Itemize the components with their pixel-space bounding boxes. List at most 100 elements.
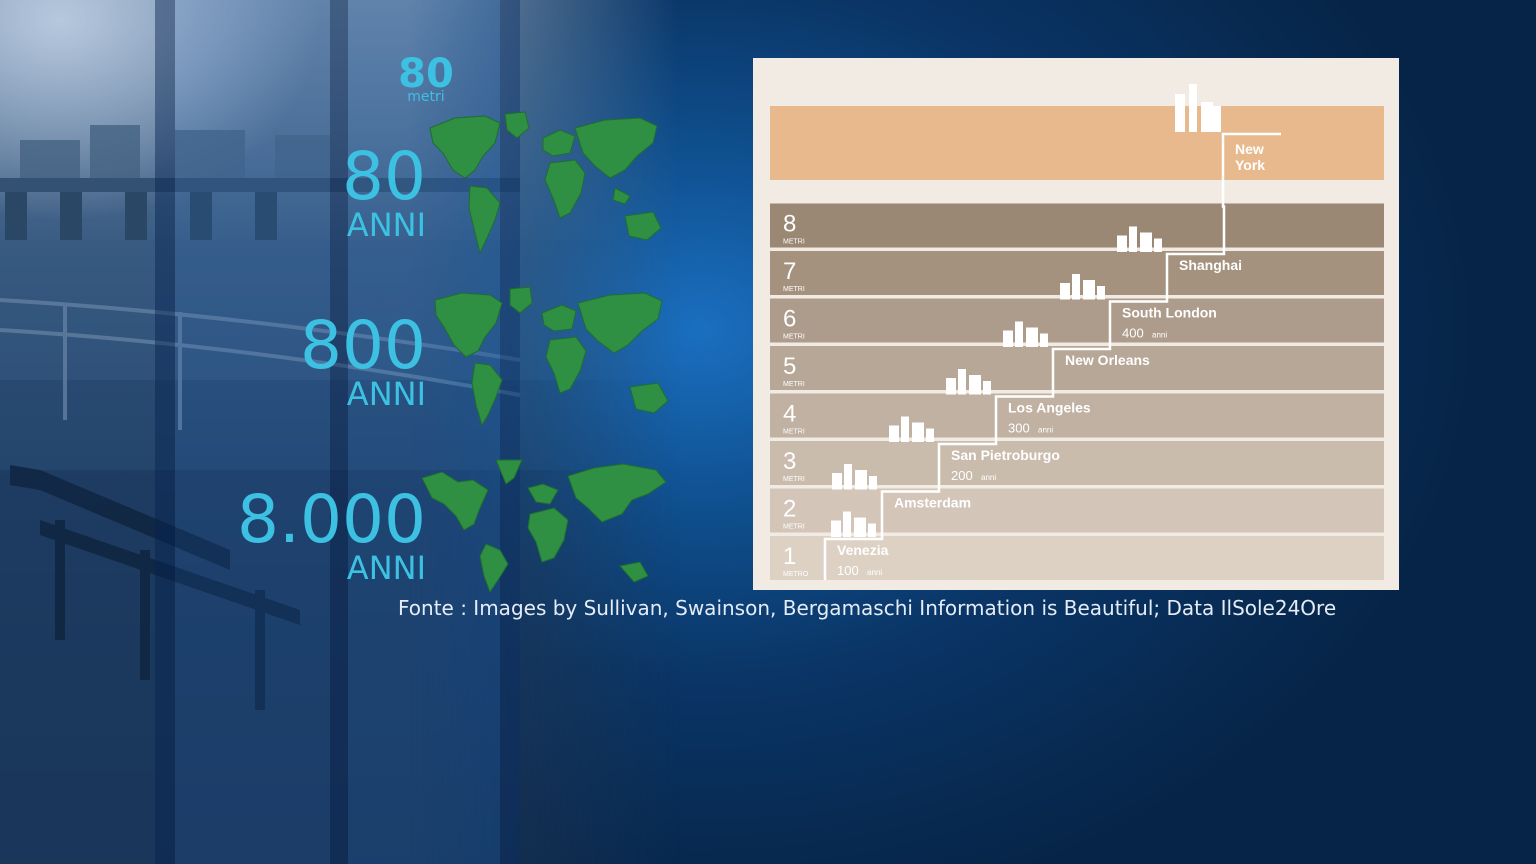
skyline-building [832,473,842,490]
skyline-building [1097,286,1105,300]
level-number-3: 3 [783,448,796,475]
skyline-building [869,476,877,490]
world-map-icon-2 [434,286,669,427]
level-unit-8: METRI [783,239,805,246]
skyline-icon-7 [1117,226,1162,252]
skyline-building [1129,226,1137,252]
skyline-building [958,369,966,395]
overlay-panel-3 [175,0,330,864]
skyline-building [983,381,991,395]
city-years-unit-4: anni [1038,426,1053,435]
skyline-building [1003,330,1013,347]
skyline-building [1117,235,1127,252]
skyline-building [1083,280,1095,300]
skyline-icon-3 [889,416,934,442]
overlay-panel-6 [500,0,520,864]
city-name-8-1: New [1235,141,1264,157]
level-number-5: 5 [783,353,796,380]
step-line [823,132,1281,580]
skyline-building [1201,102,1213,132]
overlay-panel-2 [155,0,175,864]
level-number-2: 2 [783,496,796,523]
scale-value: 80 [398,51,454,97]
city-name-3: San Pietroburgo [951,447,1060,463]
level-unit-4: METRI [783,429,805,436]
city-name-1: Venezia [837,542,889,558]
skyline-building [868,523,876,537]
level-band-5 [770,346,1384,390]
city-years-unit-6: anni [1152,331,1167,340]
skyline-building [1154,238,1162,252]
skyline-icon-1 [831,511,876,537]
source-credit: Fonte : Images by Sullivan, Swainson, Be… [398,596,1337,620]
overlay-panel-4 [330,0,348,864]
level-unit-5: METRI [783,381,805,388]
overlay-panel-1 [0,0,155,864]
city-name-6: South London [1122,305,1217,321]
skyline-icon-2 [832,464,877,490]
city-name-7: Shanghai [1179,257,1242,273]
era-1-value: 80 [342,138,426,215]
skyline-icon-4 [946,369,991,395]
sea-level-chart: 1 METRO 2 METRI 3 METRI 4 METRI 5 METRI 6 METRI 7 MET… [753,58,1399,590]
level-band-1 [770,536,1384,580]
city-name-4: Los Angeles [1008,400,1091,416]
level-band-8 [770,203,1384,248]
era-2: 800 ANNI [300,307,426,413]
level-unit-3: METRI [783,476,805,483]
level-band-top [770,106,1384,180]
skyline-building [1026,327,1038,347]
skyline-building [1213,106,1221,132]
skyline-building [912,422,924,442]
city-name-5: New Orleans [1065,352,1150,368]
level-band-6 [770,298,1384,343]
city-years-4: 300 [1008,421,1030,436]
level-band-4 [770,393,1384,438]
level-unit-2: METRI [783,524,805,531]
city-years-unit-1: anni [867,568,882,577]
skyline-building [831,520,841,537]
level-number-4: 4 [783,401,796,428]
era-1-unit: ANNI [346,206,426,244]
skyline-building [1072,274,1080,300]
level-number-7: 7 [783,258,796,285]
city-name-8-2: York [1235,157,1265,173]
level-unit-1: METRO [783,571,809,578]
skyline-icon-8 [1175,84,1221,132]
skyline-building [969,375,981,395]
skyline-building [1015,321,1023,347]
skyline-building [1189,84,1197,132]
skyline-icon-5 [1003,321,1048,347]
city-years-1: 100 [837,563,859,578]
skyline-building [855,470,867,490]
world-map-icon-3 [421,459,667,594]
skyline-building [844,464,852,490]
city-years-3: 200 [951,468,973,483]
skyline-icon-6 [1060,274,1105,300]
skyline-building [1140,232,1152,252]
skyline-building [843,511,851,537]
level-unit-6: METRI [783,334,805,341]
era-2-unit: ANNI [346,375,426,413]
skyline-building [901,416,909,442]
level-unit-7: METRI [783,286,805,293]
era-3: 8.000 ANNI [237,481,426,585]
level-number-8: 8 [783,211,796,238]
level-number-1: 1 [783,543,796,570]
era-2-value: 800 [300,307,426,384]
sea-level-chart-svg: 1METRO2METRI3METRI4METRI5METRI6METRI7MET… [770,84,1384,580]
skyline-building [1040,333,1048,347]
skyline-building [854,517,866,537]
scale-label: 80 metri [395,52,457,104]
era-3-value: 8.000 [237,481,426,558]
skyline-building [1060,283,1070,300]
scale-unit: metri [407,89,445,105]
city-years-unit-3: anni [981,473,996,482]
city-years-6: 400 [1122,326,1144,341]
skyline-building [946,378,956,395]
skyline-building [889,425,899,442]
skyline-building [1175,94,1185,132]
world-map-icon-1 [429,111,662,255]
level-number-6: 6 [783,306,796,333]
city-name-2: Amsterdam [894,495,971,511]
